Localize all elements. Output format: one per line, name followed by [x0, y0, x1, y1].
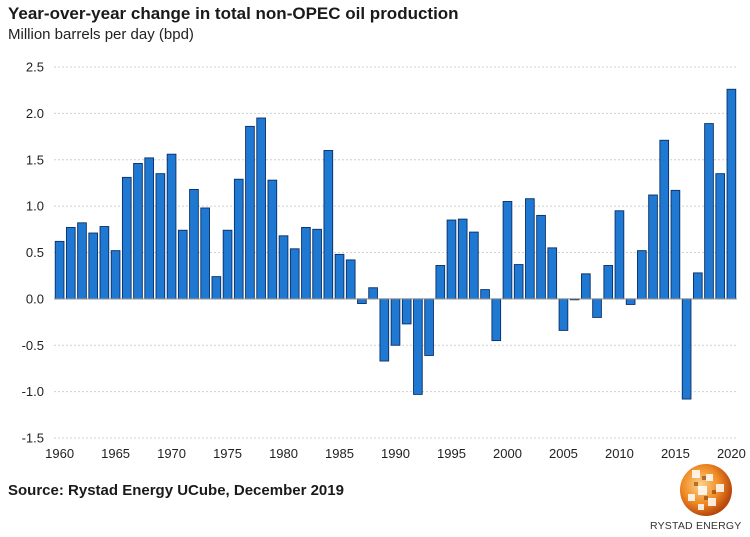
- bar-2003: [536, 214, 546, 300]
- source-note: Source: Rystad Energy UCube, December 20…: [8, 482, 344, 499]
- x-tick-label: 1995: [437, 446, 466, 461]
- x-tick-label: 2010: [605, 446, 634, 461]
- bar-1971: [177, 229, 188, 300]
- bar-2010: [614, 210, 625, 300]
- bar-2011: [625, 298, 636, 305]
- bar-1986: [345, 259, 356, 300]
- x-tick-label: 2000: [493, 446, 522, 461]
- bar-2013: [648, 194, 658, 300]
- bar-1988: [368, 287, 378, 300]
- bar-2007: [581, 273, 591, 300]
- bar-1981: [289, 248, 300, 300]
- bar-2002: [525, 198, 535, 300]
- bar-1974: [211, 276, 222, 300]
- x-axis-ticks: 1960 1965 1970 1975 1980 1985 1990 1995 2000 2005…: [45, 446, 746, 461]
- x-tick-label: 1985: [325, 446, 354, 461]
- bar-1990: [390, 298, 401, 346]
- bar-1961: [65, 227, 76, 300]
- x-tick-label: 1960: [45, 446, 74, 461]
- bar-2018: [704, 123, 714, 300]
- bar-1985: [334, 253, 345, 300]
- y-tick-label: -0.5: [22, 338, 44, 353]
- rystad-logo-icon: [680, 464, 732, 516]
- bar-1967: [133, 163, 143, 300]
- bar-2000: [502, 201, 513, 300]
- x-tick-label: 1975: [213, 446, 242, 461]
- bar-1980: [278, 235, 289, 300]
- y-axis-ticks: 2.5 2.0 1.5 1.0 0.5 0.0 -0.5 -1.0 -1.5: [22, 60, 44, 446]
- bar-1962: [77, 222, 87, 300]
- bar-2001: [513, 264, 524, 300]
- x-tick-label: 2015: [661, 446, 690, 461]
- bar-1999: [491, 298, 502, 342]
- bar-2009: [603, 265, 614, 300]
- bar-1982: [301, 227, 311, 300]
- bar-1976: [233, 178, 244, 300]
- bar-1972: [189, 188, 199, 300]
- bar-1960: [54, 240, 65, 300]
- bar-2012: [637, 250, 647, 300]
- y-tick-label: -1.0: [22, 384, 44, 399]
- bar-1970: [166, 153, 177, 300]
- bar-1993: [424, 298, 434, 356]
- bar-2005: [558, 298, 569, 331]
- y-tick-label: -1.5: [22, 431, 44, 446]
- bar-2017: [692, 272, 703, 300]
- bar-1979: [267, 179, 278, 300]
- bar-1984: [323, 150, 334, 300]
- bar-2016: [681, 298, 692, 400]
- bar-1968: [144, 157, 154, 300]
- x-tick-label: 1970: [157, 446, 186, 461]
- x-tick-label: 2005: [549, 446, 578, 461]
- x-tick-label: 1980: [269, 446, 298, 461]
- bar-2008: [592, 298, 602, 318]
- bar-1992: [413, 298, 423, 395]
- bar-1977: [245, 125, 255, 300]
- bar-1963: [88, 232, 99, 300]
- bar-1964: [99, 226, 110, 300]
- x-tick-label: 2020: [717, 446, 746, 461]
- bar-1978: [256, 117, 266, 300]
- y-tick-label: 1.0: [26, 199, 44, 214]
- y-tick-label: 0.0: [26, 291, 44, 306]
- y-tick-label: 2.0: [26, 106, 44, 121]
- bar-2020: [726, 88, 737, 300]
- x-tick-label: 1965: [101, 446, 130, 461]
- bar-1975: [222, 229, 233, 300]
- y-axis-unit-label: Million barrels per day (bpd): [8, 26, 194, 43]
- bar-1965: [110, 250, 121, 300]
- bar-2014: [659, 139, 670, 300]
- logo-wordmark: RYSTAD ENERGY: [650, 520, 742, 532]
- bar-1997: [469, 231, 479, 300]
- bar-2015: [670, 189, 681, 300]
- bar-1995: [446, 219, 457, 300]
- bar-1969: [155, 173, 166, 300]
- bar-2019: [715, 173, 726, 300]
- x-tick-label: 1990: [381, 446, 410, 461]
- bar-1973: [200, 207, 210, 300]
- y-tick-label: 0.5: [26, 245, 44, 260]
- bar-1991: [401, 298, 412, 325]
- bar-1994: [435, 265, 446, 300]
- chart-title: Year-over-year change in total non-OPEC …: [8, 4, 459, 23]
- bar-1966: [121, 176, 132, 300]
- bar-1987: [357, 298, 367, 304]
- bar-chart: 2.52.01.51.00.50.0-0.5-1.0-1.5 1960 1965 1…: [22, 60, 746, 462]
- bar-2004: [547, 247, 558, 300]
- y-tick-label: 1.5: [26, 152, 44, 167]
- bar-1989: [379, 298, 390, 362]
- y-tick-label: 2.5: [26, 60, 44, 75]
- bar-1998: [480, 289, 490, 300]
- bar-1983: [312, 228, 322, 300]
- bar-1996: [457, 218, 468, 300]
- bars: [54, 88, 737, 400]
